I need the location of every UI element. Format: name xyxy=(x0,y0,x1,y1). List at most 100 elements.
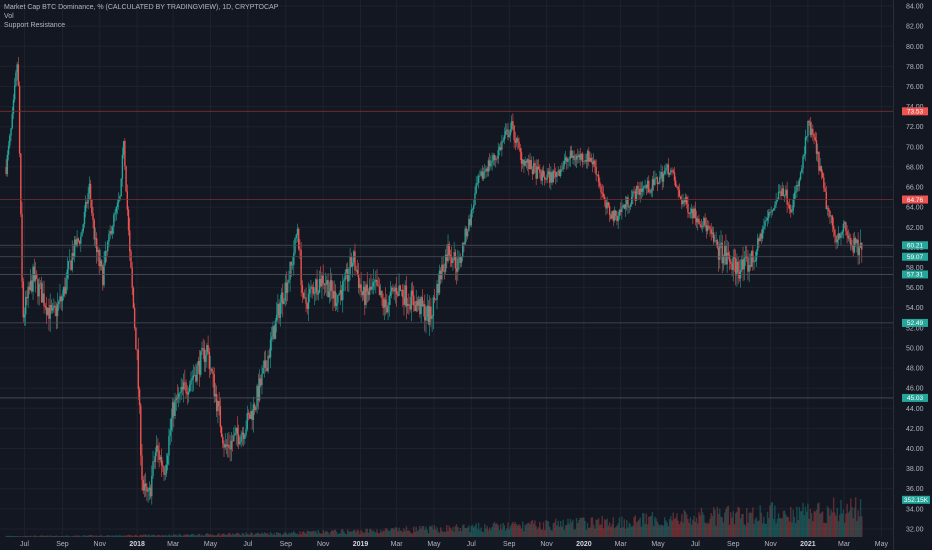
candle-body xyxy=(480,171,482,176)
volume-bar xyxy=(5,536,7,537)
volume-bar xyxy=(280,534,283,537)
legend-indicator[interactable]: Support Resistance xyxy=(4,22,66,29)
volume-bar xyxy=(574,529,577,537)
candle-body xyxy=(741,259,743,270)
candle-body xyxy=(783,195,786,196)
candle-body xyxy=(818,151,820,171)
candle-body xyxy=(127,209,130,231)
candle-body xyxy=(132,287,135,308)
volume-bar xyxy=(185,534,187,537)
volume-bar xyxy=(651,512,654,537)
candle-body xyxy=(673,172,676,181)
volume-bar xyxy=(154,535,157,537)
volume-bar xyxy=(329,531,332,537)
candle-body xyxy=(841,231,843,236)
volume-bar xyxy=(93,536,95,537)
volume-bar xyxy=(486,525,488,537)
candle-body xyxy=(760,233,763,239)
candle-body xyxy=(253,404,256,410)
legend-vol[interactable]: Vol xyxy=(4,13,14,20)
candle-body xyxy=(792,199,794,211)
candle-body xyxy=(375,279,377,282)
candle-body xyxy=(654,178,656,185)
candle-body xyxy=(366,284,368,292)
volume-bar xyxy=(103,536,105,537)
volume-bar xyxy=(648,516,650,537)
candle-body xyxy=(321,275,323,287)
candle-body xyxy=(699,224,701,226)
volume-bar xyxy=(286,534,289,537)
candle-body xyxy=(187,391,190,395)
candle-body xyxy=(734,258,737,276)
legend-title[interactable]: Market Cap BTC Dominance, % (CALCULATED … xyxy=(4,4,279,11)
candle-body xyxy=(60,296,62,302)
candle-body xyxy=(419,299,421,315)
candle-body xyxy=(604,196,606,200)
volume-bar xyxy=(109,536,111,537)
volume-bar xyxy=(463,524,465,537)
volume-bar xyxy=(132,536,135,537)
candle-body xyxy=(738,272,741,279)
candle-body xyxy=(285,282,288,293)
candle-body xyxy=(207,345,209,353)
volume-bar xyxy=(709,518,711,537)
candle-body xyxy=(22,281,24,318)
candle-body xyxy=(508,135,510,138)
candle-body xyxy=(474,193,476,206)
volume-bar xyxy=(251,533,253,537)
volume-bar xyxy=(534,520,536,537)
candle-body xyxy=(245,429,247,436)
volume-bar xyxy=(597,518,600,537)
volume-bar xyxy=(339,533,342,537)
volume-bar xyxy=(559,520,562,537)
volume-bar xyxy=(737,506,739,537)
candle-body xyxy=(675,180,677,187)
candle-body xyxy=(152,461,154,477)
candle-body xyxy=(338,293,340,296)
candle-body xyxy=(623,204,626,209)
volume-bar xyxy=(73,535,76,537)
volume-bar xyxy=(273,532,275,537)
candle-body xyxy=(672,170,674,173)
candle-body xyxy=(552,171,555,183)
candle-body xyxy=(473,205,475,209)
y-tick-label: 68.00 xyxy=(906,164,924,171)
volume-bar xyxy=(594,528,596,537)
candle-body xyxy=(356,269,359,276)
volume-bar xyxy=(847,512,850,537)
candle-body xyxy=(191,378,193,381)
candle-body xyxy=(754,260,756,262)
x-tick-label: Nov xyxy=(317,541,330,548)
candle-body xyxy=(787,204,790,206)
volume-bar xyxy=(518,524,520,537)
candle-body xyxy=(769,212,771,213)
candle-body xyxy=(466,231,469,237)
candle-body xyxy=(408,303,410,305)
candle-body xyxy=(810,128,813,136)
volume-bar xyxy=(92,535,94,537)
volume-bar xyxy=(701,512,704,537)
candle-body xyxy=(772,208,775,211)
volume-bar xyxy=(738,507,741,537)
volume-bar xyxy=(388,531,390,537)
y-tick-label: 54.00 xyxy=(906,305,924,312)
candle-body xyxy=(113,214,115,227)
volume-bar xyxy=(182,535,185,537)
volume-bar xyxy=(295,533,297,537)
candle-body xyxy=(558,170,561,176)
x-tick-label: Mar xyxy=(838,541,851,548)
volume-bar xyxy=(731,517,733,537)
volume-bar xyxy=(515,524,518,537)
candle-body xyxy=(566,157,568,162)
volume-bar xyxy=(818,502,820,537)
candle-body xyxy=(214,393,217,397)
volume-bar xyxy=(758,520,760,537)
candle-body xyxy=(244,435,246,439)
volume-bar xyxy=(550,530,552,537)
volume-bar xyxy=(399,530,401,537)
candle-body xyxy=(317,292,319,295)
volume-bar xyxy=(644,523,646,537)
volume-bar xyxy=(356,529,359,537)
